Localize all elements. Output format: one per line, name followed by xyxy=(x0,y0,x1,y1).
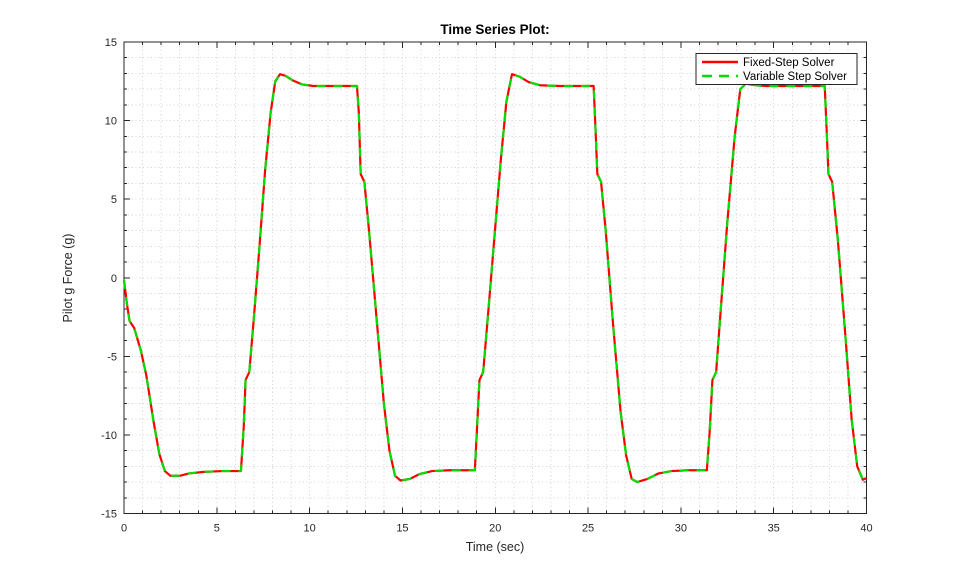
grid-layer xyxy=(124,42,867,514)
x-tick-label: 35 xyxy=(768,523,780,535)
legend-label-fixed-step: Fixed-Step Solver xyxy=(743,57,835,69)
x-tick-label: 20 xyxy=(489,523,501,535)
legend-label-variable-step: Variable Step Solver xyxy=(743,71,847,83)
x-axis-label: Time (sec) xyxy=(466,540,525,554)
x-tick-label: 25 xyxy=(582,523,594,535)
chart-title: Time Series Plot: xyxy=(440,22,549,37)
legend: Fixed-Step Solver Variable Step Solver xyxy=(695,53,858,85)
y-tick-label: 5 xyxy=(111,194,117,206)
x-tick-label: 40 xyxy=(860,523,872,535)
series-layer xyxy=(122,73,867,484)
x-tick-label: 0 xyxy=(121,523,127,535)
y-axis-label: Pilot g Force (g) xyxy=(61,234,75,323)
y-tick-label: 10 xyxy=(105,116,117,128)
x-tick-label: 5 xyxy=(214,523,220,535)
y-tick-label: -10 xyxy=(101,430,117,442)
y-tick-label: 15 xyxy=(105,37,117,49)
tick-layer xyxy=(123,41,867,514)
y-tick-label: -5 xyxy=(107,351,117,363)
series-variable-step-solver xyxy=(122,73,867,484)
y-tick-label: 0 xyxy=(111,273,117,285)
x-tick-label: 15 xyxy=(396,523,408,535)
x-tick-label: 30 xyxy=(675,523,687,535)
y-tick-label: -15 xyxy=(101,509,117,521)
tick-label-layer: 0 5 10 15 20 25 30 35 40 -15 -10 -5 0 5 10 15 xyxy=(101,37,873,535)
x-tick-label: 10 xyxy=(304,523,316,535)
legend-box xyxy=(695,53,858,85)
